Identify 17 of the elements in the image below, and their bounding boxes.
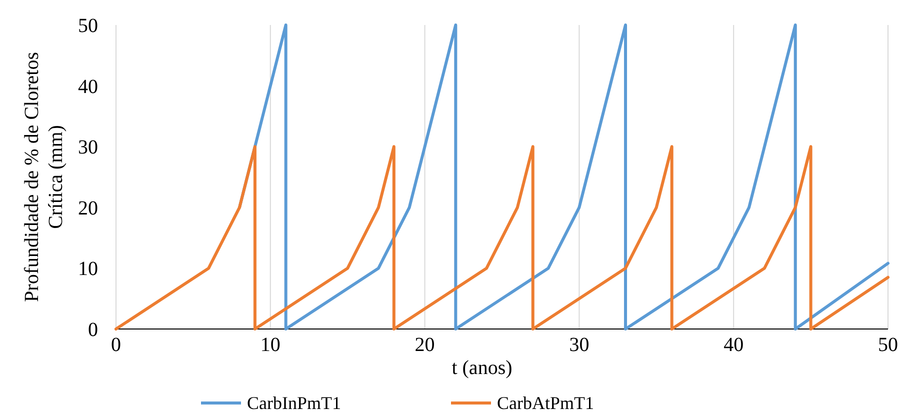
x-tick-label: 40 xyxy=(724,334,744,356)
y-tick-label: 20 xyxy=(78,197,98,220)
x-axis-title: t (anos) xyxy=(452,357,512,379)
x-tick-label: 50 xyxy=(878,334,898,356)
x-tick-label: 20 xyxy=(414,334,435,356)
legend-label: CarbInPmT1 xyxy=(247,393,341,413)
y-tick-label: 50 xyxy=(78,15,98,37)
x-tick-label: 0 xyxy=(111,334,121,356)
y-tick-label: 10 xyxy=(78,258,98,280)
y-tick-label: 30 xyxy=(78,136,98,159)
line-series xyxy=(114,145,890,330)
x-tick-label: 10 xyxy=(260,334,280,356)
y-axis-title: Profundidade de % de Cloretos Crítica (mm) xyxy=(21,52,67,302)
x-tick-label: 30 xyxy=(569,334,590,356)
y-tick-label: 0 xyxy=(88,319,98,341)
y-tick-label: 40 xyxy=(78,76,98,98)
legend-label: CarbAtPmT1 xyxy=(497,393,594,413)
